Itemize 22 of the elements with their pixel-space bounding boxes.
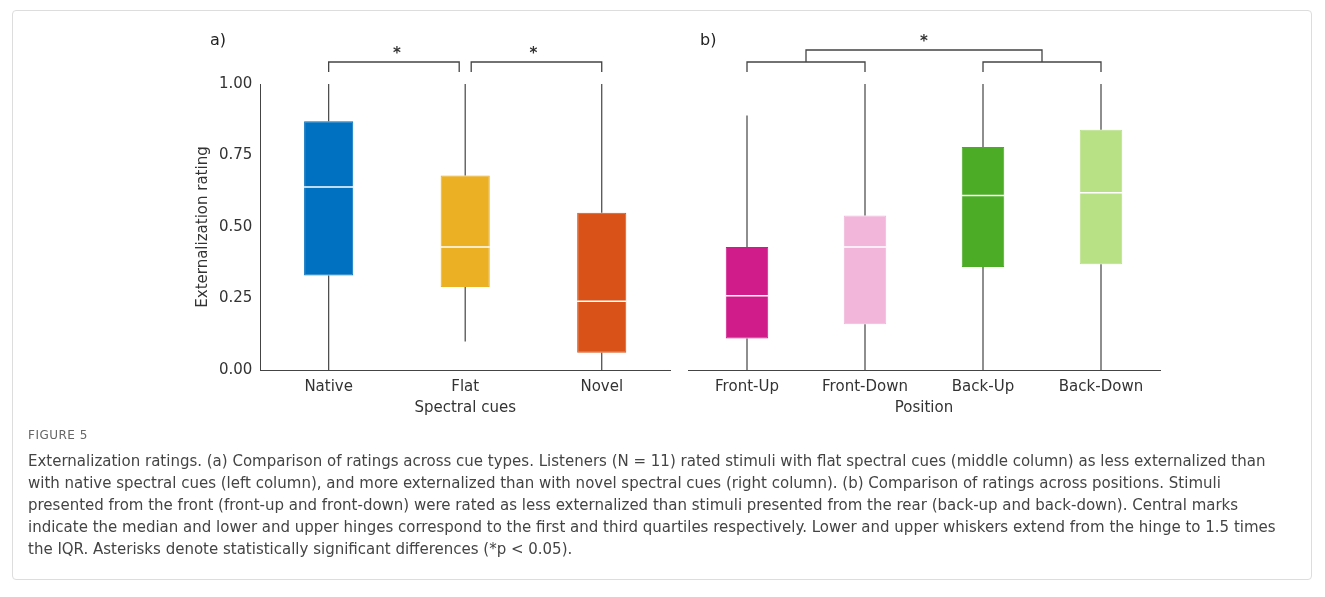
y-tick-label: 0.75 <box>218 145 253 164</box>
y-tick-label: 0.25 <box>218 288 253 307</box>
x-tick-label: Front-Down <box>822 376 908 395</box>
text: Externalization ratings. (a) Comparison of ratings across cue types. Listeners (N = 11) rated stimuli with flat spectral cues (middle column) as less externalized than with native spectral cues (left column), and more externalized than with novel spectral cues (right column). (b) Comparison of ratings across positions. Stimuli presented from the front (front-up and front-down) were rated as less externalized than stimuli presented from the rear (back-up and back-down). Central marks indicate the median and lower and upper hinges correspond to the first and third quartiles respectively. Lower and upper whiskers extend from the hinge to 1.5 times the IQR. Asterisks denote statistically significant differences (*p < 0.05). <box>28 451 1277 560</box>
chart-title: a) <box>210 30 227 49</box>
x-tick-label: Novel <box>580 376 624 395</box>
x-axis-title: Position <box>894 397 954 416</box>
y-tick-label: 1.00 <box>218 73 253 92</box>
text: * <box>393 44 401 62</box>
x-axis-title: Spectral cues <box>414 397 517 416</box>
y-tick-label: 0.50 <box>218 216 253 235</box>
x-tick-label: Back-Down <box>1058 376 1144 395</box>
y-axis-title: Externalization rating <box>192 146 211 308</box>
text: * <box>920 32 929 50</box>
chart-title: b) <box>700 30 717 49</box>
y-tick-label: 0.00 <box>218 359 253 378</box>
x-tick-label: Native <box>304 376 353 395</box>
x-tick-label: Flat <box>451 376 480 395</box>
x-tick-label: Back-Up <box>951 376 1015 395</box>
caption: FIGURE 5 <box>28 428 89 442</box>
text: * <box>529 44 538 62</box>
x-tick-label: Front-Up <box>715 376 779 395</box>
